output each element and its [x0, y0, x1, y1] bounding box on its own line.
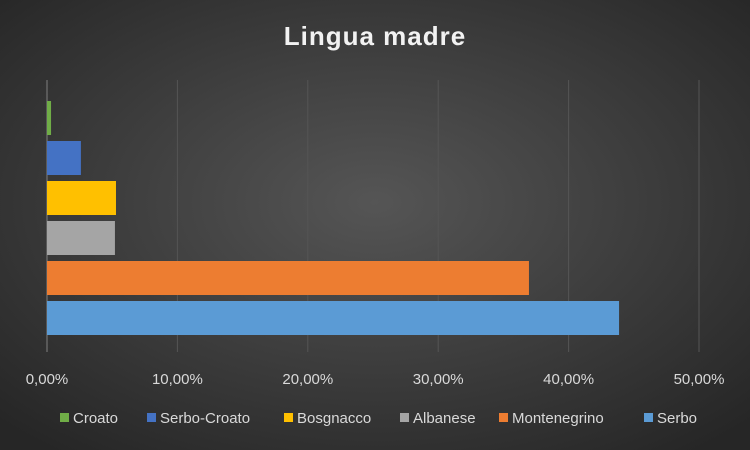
x-tick-label: 50,00%: [674, 371, 725, 388]
chart-title: Lingua madre: [284, 21, 466, 51]
legend-label: Montenegrino: [512, 410, 604, 427]
bar: [47, 301, 620, 335]
x-tick-label: 40,00%: [543, 371, 594, 388]
legend-label: Serbo: [657, 410, 697, 427]
x-tick-label: 30,00%: [413, 371, 464, 388]
legend-swatch: [147, 413, 156, 422]
legend-label: Albanese: [413, 410, 476, 427]
bar: [47, 141, 81, 175]
legend-swatch: [644, 413, 653, 422]
x-tick-label: 0,00%: [26, 371, 69, 388]
legend-swatch: [284, 413, 293, 422]
legend-label: Bosgnacco: [297, 410, 371, 427]
legend-label: Croato: [73, 410, 118, 427]
legend-swatch: [60, 413, 69, 422]
bar: [47, 221, 115, 255]
x-tick-label: 20,00%: [282, 371, 333, 388]
bar: [47, 101, 52, 135]
bar: [47, 261, 529, 295]
bar: [47, 181, 116, 215]
legend-swatch: [400, 413, 409, 422]
x-tick-label: 10,00%: [152, 371, 203, 388]
legend-label: Serbo-Croato: [160, 410, 250, 427]
legend-swatch: [499, 413, 508, 422]
